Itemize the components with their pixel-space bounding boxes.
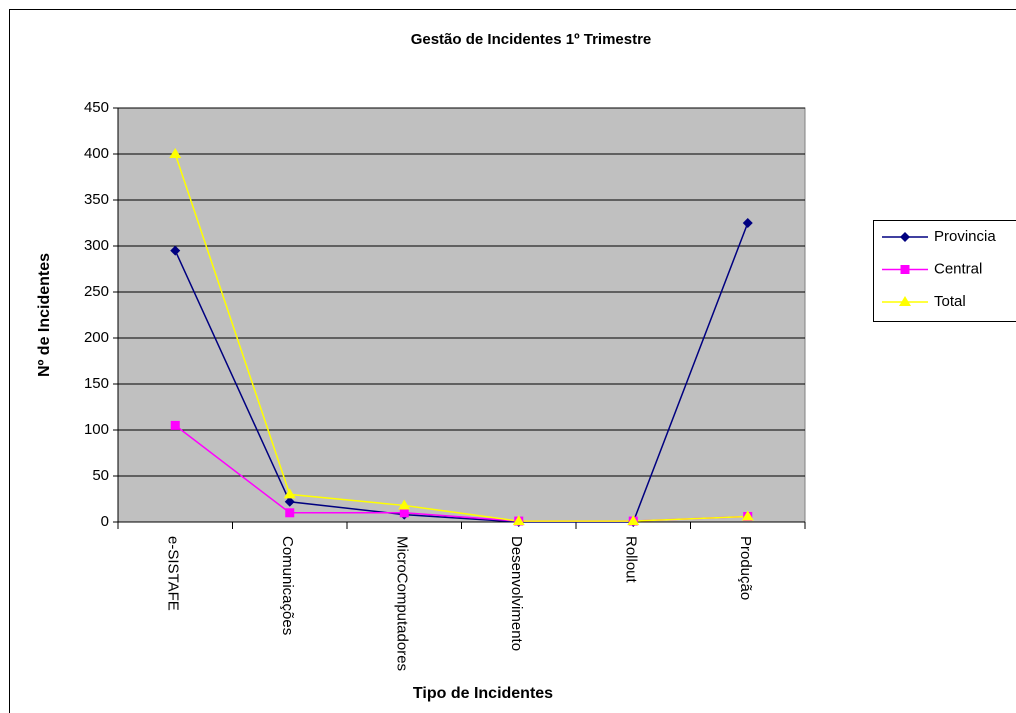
x-tick-label: Desenvolvimento [508,536,525,651]
legend-label: Total [934,293,966,310]
marker [283,488,296,499]
marker [169,148,182,158]
marker [742,218,753,228]
marker [399,508,409,518]
marker [398,499,411,510]
chart-title: Gestão de Incidentes 1º Trimestre [411,31,652,48]
y-tick-label: 100 [84,421,109,438]
marker [170,245,181,256]
plot-area [117,107,806,523]
marker [284,496,295,507]
marker [899,296,911,306]
x-tick-label: Rollout [622,536,639,584]
y-tick-label: 200 [84,329,109,346]
marker [512,515,525,526]
legend-label: Central [934,260,982,277]
series-line [174,222,749,523]
series-line [174,153,748,522]
marker [900,265,910,274]
y-tick-label: 0 [101,513,109,530]
x-axis-title: Tipo de Incidentes [413,685,553,702]
y-tick-label: 350 [84,191,109,208]
y-tick-label: 300 [84,237,109,254]
y-tick-label: 400 [84,145,109,162]
x-tick-label: MicroComputadores [393,536,410,671]
y-tick-label: 150 [84,375,109,392]
marker [170,420,180,430]
legend-label: Provincia [934,228,996,245]
y-tick-label: 450 [84,99,109,116]
y-tick-label: 50 [92,467,109,484]
marker [900,232,910,242]
marker [285,508,295,518]
marker [741,510,754,521]
y-tick-label: 250 [84,283,109,300]
x-tick-label: Produção [737,536,754,600]
x-tick-label: e-SISTAFE [164,536,181,611]
y-axis-title: Nº de Incidentes [36,253,53,377]
marker [627,515,640,526]
x-tick-label: Comunicações [279,536,296,635]
